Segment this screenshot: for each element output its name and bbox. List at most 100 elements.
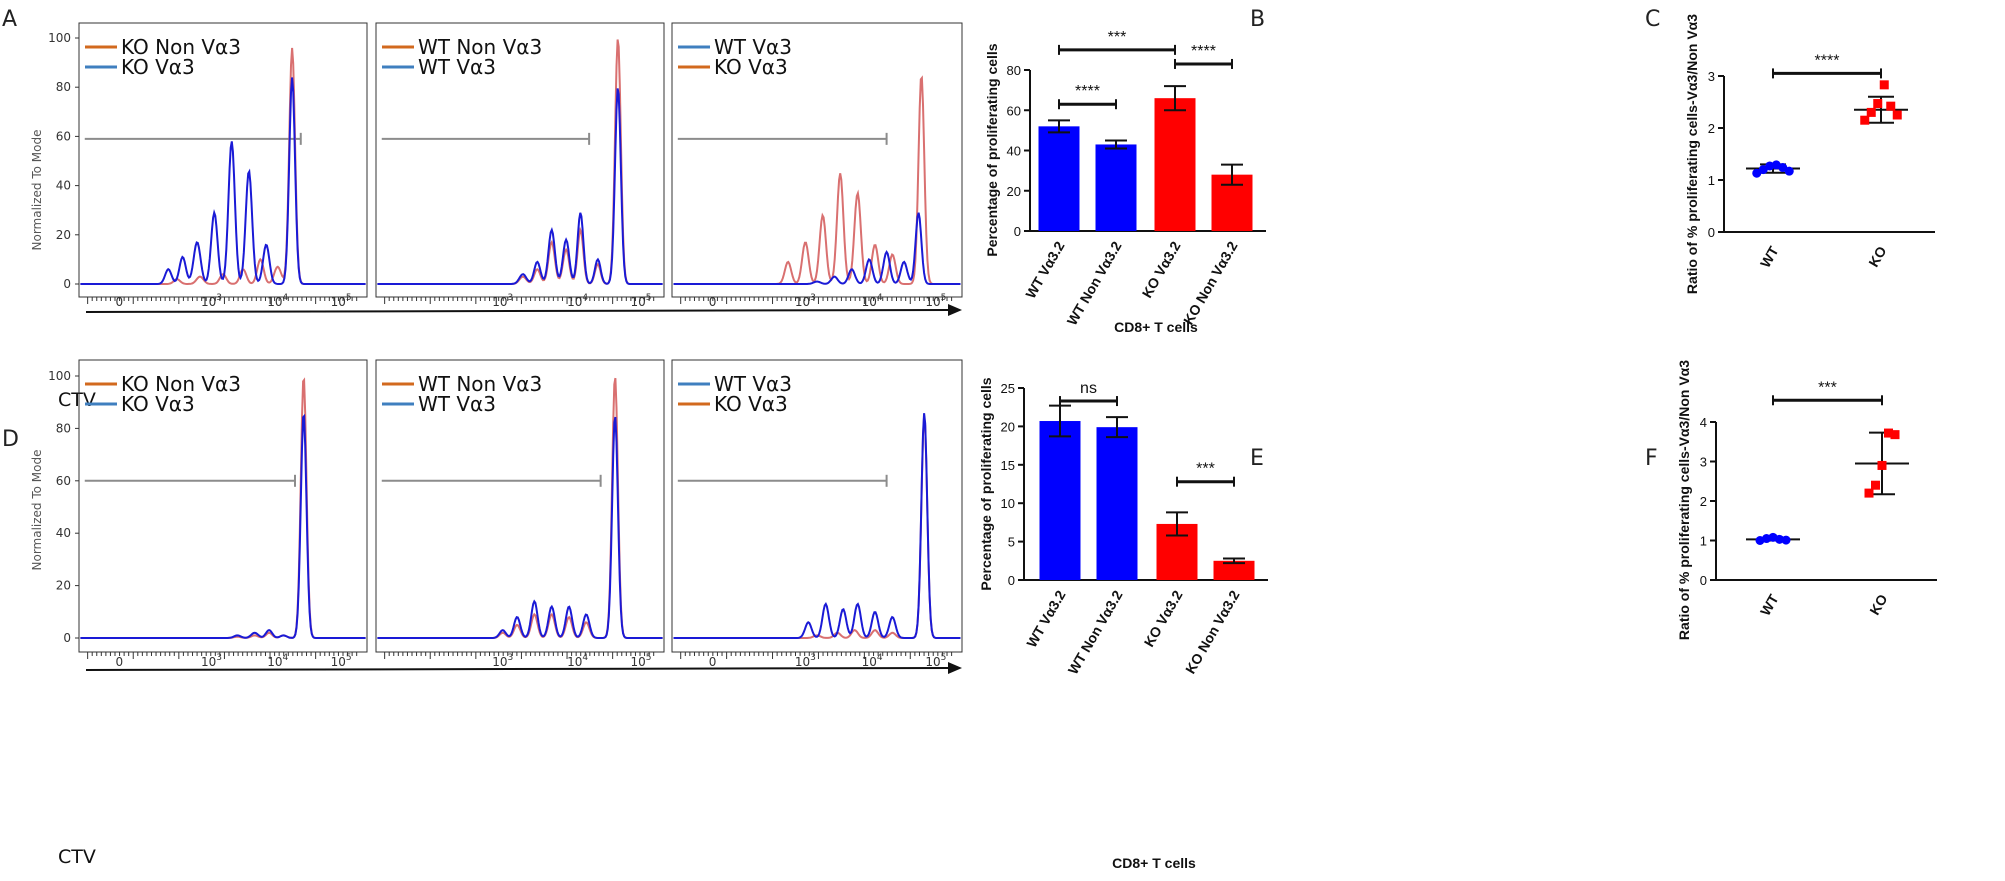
- bar-0: [1039, 421, 1081, 580]
- data-point: [1781, 535, 1791, 545]
- x-tick-exponent: 5: [646, 293, 652, 303]
- significance-label: ***: [1108, 29, 1127, 46]
- data-point: [1871, 480, 1880, 490]
- x-tick-exponent: 4: [877, 653, 883, 663]
- dot-y-tick-label: 2: [1708, 121, 1715, 136]
- x-tick-exponent: 3: [507, 293, 513, 303]
- bar-1: [1095, 144, 1137, 231]
- bar-chart-E: 0 5 10 15 20 25 Percentage of proliferating ce…: [978, 377, 1268, 871]
- bar-y-title: Percentage of proliferating cells: [984, 43, 1000, 256]
- x-tick-label: 105: [925, 293, 946, 309]
- x-tick-label: 0: [709, 295, 717, 309]
- data-point: [1879, 80, 1889, 90]
- ctv-label-row1: CTV: [58, 389, 96, 411]
- histogram-curve-blue: [80, 413, 366, 639]
- y-tick-label: 20: [56, 579, 71, 593]
- y-tick-label: 20: [56, 228, 71, 242]
- legend-label: KO Vα3: [714, 392, 788, 416]
- x-tick-exponent: 3: [810, 653, 816, 663]
- panel-label-f: F: [1645, 446, 1658, 471]
- y-tick-label: 60: [56, 129, 71, 143]
- significance-label: ***: [1818, 379, 1837, 396]
- panel-label-b: B: [1250, 7, 1265, 32]
- x-tick-exponent: 3: [810, 293, 816, 303]
- histogram-frame: [78, 22, 368, 298]
- histogram-frame: [671, 359, 963, 653]
- histogram-frame: [671, 22, 963, 298]
- x-tick-label: 105: [331, 653, 352, 669]
- dot-category-label: WT: [1757, 243, 1782, 270]
- bar-y-tick-label: 5: [1008, 535, 1015, 550]
- y-tick-label: 80: [56, 80, 71, 94]
- data-point: [1877, 460, 1887, 470]
- bar-y-tick-label: 10: [1001, 496, 1015, 511]
- x-tick-label: 104: [567, 293, 588, 309]
- x-tick-label: 103: [492, 293, 513, 309]
- dot-category-label: WT: [1757, 591, 1782, 618]
- legend-label: KO Vα3: [121, 55, 195, 79]
- data-point: [1866, 107, 1876, 117]
- significance-label: ns: [1080, 380, 1097, 397]
- legend-label: KO Vα3: [121, 392, 195, 416]
- bar-category-label: WT Non Vα3.2: [1065, 587, 1126, 677]
- bar-y-tick-label: 0: [1014, 224, 1021, 239]
- hist-row2-y-title: Normalized To Mode: [30, 449, 44, 570]
- x-tick-label: 105: [630, 653, 651, 669]
- bar-y-title: Percentage of proliferating cells: [978, 377, 994, 590]
- dot-y-tick-label: 0: [1700, 573, 1707, 588]
- dot-y-tick-label: 3: [1708, 69, 1715, 84]
- data-point: [1884, 428, 1893, 438]
- bar-chart-B: 0 20 40 60 80 Percentage of proliferating cel…: [984, 29, 1266, 335]
- data-point: [1860, 115, 1870, 125]
- x-tick-exponent: 5: [346, 293, 352, 303]
- legend-label: WT Vα3: [418, 392, 496, 416]
- x-tick-label: 104: [862, 293, 883, 309]
- bar-y-tick-label: 25: [1001, 381, 1015, 396]
- ctv-arrow-shaft: [85, 667, 951, 671]
- x-tick-label: 103: [492, 653, 513, 669]
- bar-y-tick-label: 80: [1007, 63, 1021, 78]
- dot-category-label: KO: [1866, 591, 1890, 617]
- data-point: [1890, 430, 1900, 440]
- significance-label: ****: [1075, 83, 1100, 100]
- bar-3: [1213, 560, 1255, 580]
- x-tick-label: 103: [795, 293, 816, 309]
- histogram-frame: [375, 22, 665, 298]
- bar-x-title: CD8+ T cells: [1112, 855, 1196, 871]
- histogram-curve-blue: [80, 77, 366, 285]
- x-tick-exponent: 5: [646, 653, 652, 663]
- dot-y-tick-label: 0: [1708, 225, 1715, 240]
- bar-chart-panels: 0 20 40 60 80 Percentage of proliferating cel…: [978, 29, 1268, 871]
- panel-label-e: E: [1250, 446, 1264, 471]
- hist-row1-y-title: Normalized To Mode: [30, 129, 44, 250]
- x-tick-exponent: 4: [282, 293, 288, 303]
- bar-y-tick-label: 60: [1007, 103, 1021, 118]
- histogram-curve-blue: [673, 212, 961, 285]
- bar-category-label: KO Vα3.2: [1141, 587, 1186, 649]
- histogram-frame: [78, 359, 368, 653]
- y-tick-label: 40: [56, 526, 71, 540]
- x-tick-exponent: 4: [877, 293, 883, 303]
- histogram-curve-red: [673, 75, 961, 285]
- bar-y-tick-label: 20: [1001, 419, 1015, 434]
- significance-label: ***: [1196, 461, 1215, 478]
- y-tick-label: 0: [63, 277, 71, 291]
- dot-y-tick-label: 3: [1700, 455, 1707, 470]
- x-tick-exponent: 4: [282, 653, 288, 663]
- y-tick-label: 100: [48, 369, 71, 383]
- bar-y-tick-label: 20: [1007, 184, 1021, 199]
- x-tick-label: 105: [331, 293, 352, 309]
- dot-plot-F: 0 1 2 3 4 Ratio of % proliferating cells-Vα3/…: [1676, 360, 1937, 640]
- y-tick-label: 100: [48, 31, 71, 45]
- x-tick-label: 103: [201, 653, 222, 669]
- dot-y-tick-label: 4: [1700, 415, 1707, 430]
- y-tick-label: 60: [56, 474, 71, 488]
- data-point: [1784, 166, 1794, 176]
- x-tick-exponent: 5: [346, 653, 352, 663]
- bar-category-label: KO Vα3.2: [1139, 238, 1184, 300]
